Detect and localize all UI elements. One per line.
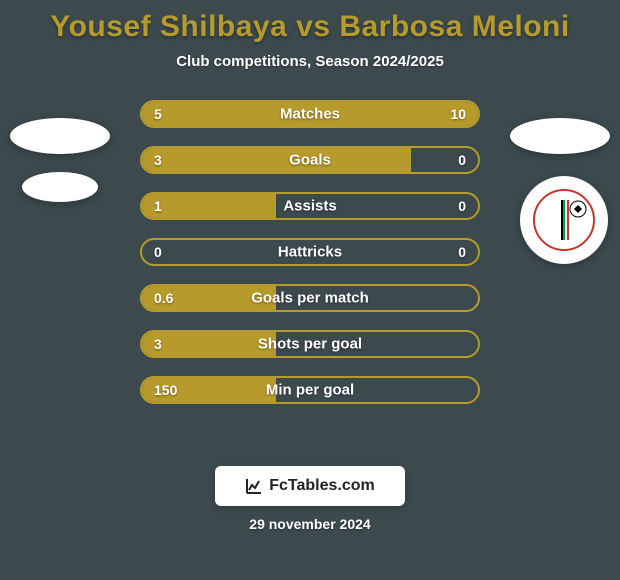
page-title: Yousef Shilbaya vs Barbosa Meloni	[0, 0, 620, 43]
player2-avatar-placeholder	[510, 118, 610, 154]
stat-label: Assists	[283, 198, 336, 215]
stat-row: Assists 1 0	[140, 192, 480, 220]
player1-avatar-placeholder	[10, 118, 110, 154]
source-logo: FcTables.com	[215, 466, 405, 506]
stat-value-left: 0.6	[154, 290, 173, 306]
stat-row: Hattricks 0 0	[140, 238, 480, 266]
stat-value-left: 3	[154, 336, 162, 352]
player1-club-placeholder	[22, 172, 98, 202]
stat-label: Matches	[280, 106, 340, 123]
stat-label: Goals per match	[251, 290, 369, 307]
club-badge-icon	[533, 189, 595, 251]
stat-label: Goals	[289, 152, 331, 169]
stat-label: Shots per goal	[258, 336, 362, 353]
stat-value-left: 0	[154, 244, 162, 260]
stat-row: Shots per goal 3	[140, 330, 480, 358]
stat-value-right: 10	[450, 106, 466, 122]
stat-value-right: 0	[458, 244, 466, 260]
stat-bar-fill-left	[142, 194, 276, 218]
subtitle: Club competitions, Season 2024/2025	[0, 53, 620, 70]
comparison-card: Yousef Shilbaya vs Barbosa Meloni Club c…	[0, 0, 620, 580]
chart-icon	[245, 477, 263, 495]
stat-row: Matches 5 10	[140, 100, 480, 128]
stat-bar-fill-left	[142, 332, 276, 356]
stat-value-left: 1	[154, 198, 162, 214]
stat-value-left: 150	[154, 382, 177, 398]
stat-value-left: 3	[154, 152, 162, 168]
stat-row: Goals 3 0	[140, 146, 480, 174]
stat-value-left: 5	[154, 106, 162, 122]
stat-value-right: 0	[458, 198, 466, 214]
stat-label: Hattricks	[278, 244, 342, 261]
player2-club-badge	[520, 176, 608, 264]
stat-row: Min per goal 150	[140, 376, 480, 404]
stat-label: Min per goal	[266, 382, 354, 399]
stat-bar-fill-left	[142, 148, 411, 172]
footer-date: 29 november 2024	[249, 516, 370, 532]
source-logo-text: FcTables.com	[269, 477, 375, 495]
stat-row: Goals per match 0.6	[140, 284, 480, 312]
stat-value-right: 0	[458, 152, 466, 168]
